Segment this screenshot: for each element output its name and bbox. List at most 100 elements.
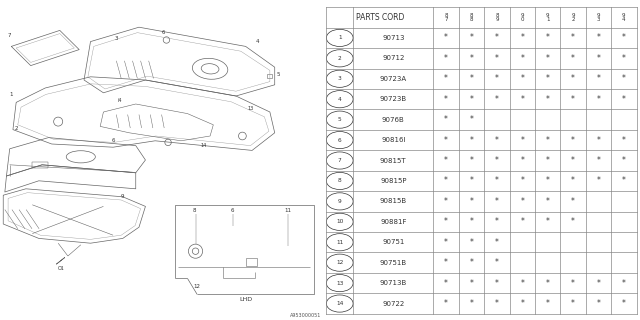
Text: 12: 12 [194, 284, 201, 289]
Text: *: * [470, 299, 474, 308]
Text: *: * [520, 74, 524, 83]
Text: *: * [444, 258, 448, 267]
Text: *: * [495, 33, 499, 42]
Text: 14: 14 [336, 301, 344, 306]
Text: *: * [546, 74, 550, 83]
Text: 90816I: 90816I [381, 137, 406, 143]
Text: *: * [520, 156, 524, 165]
Text: 9
3: 9 3 [596, 13, 600, 22]
Text: *: * [444, 217, 448, 226]
Text: *: * [444, 156, 448, 165]
Text: 90723A: 90723A [380, 76, 407, 82]
Text: *: * [495, 197, 499, 206]
Text: *: * [596, 54, 600, 63]
Text: 4: 4 [338, 97, 342, 102]
Text: *: * [622, 279, 626, 288]
Text: 6: 6 [161, 29, 165, 35]
Text: *: * [571, 54, 575, 63]
Text: *: * [622, 33, 626, 42]
Text: *: * [444, 115, 448, 124]
Text: 6: 6 [111, 138, 115, 143]
Text: *: * [622, 95, 626, 104]
Text: 7: 7 [338, 158, 342, 163]
Text: *: * [444, 197, 448, 206]
Text: 7: 7 [7, 33, 11, 38]
Text: *: * [596, 74, 600, 83]
Text: *: * [622, 176, 626, 186]
Text: 10: 10 [336, 219, 344, 224]
Text: *: * [520, 95, 524, 104]
Text: *: * [571, 74, 575, 83]
Text: 90815T: 90815T [380, 157, 406, 164]
Text: PARTS CORD: PARTS CORD [356, 13, 404, 22]
Text: *: * [546, 54, 550, 63]
Text: *: * [546, 136, 550, 145]
Text: *: * [444, 279, 448, 288]
Text: O1: O1 [58, 266, 65, 271]
Text: 90722: 90722 [382, 300, 404, 307]
Text: *: * [470, 33, 474, 42]
Text: *: * [596, 95, 600, 104]
Text: *: * [622, 74, 626, 83]
Text: *: * [546, 197, 550, 206]
Text: *: * [520, 197, 524, 206]
Text: i4: i4 [117, 98, 122, 103]
Text: 9: 9 [121, 194, 125, 199]
Text: 8: 8 [192, 208, 196, 213]
Text: 14: 14 [200, 143, 207, 148]
Text: 2: 2 [338, 56, 342, 61]
Text: *: * [470, 54, 474, 63]
Text: *: * [470, 279, 474, 288]
Text: *: * [444, 238, 448, 247]
Text: *: * [470, 95, 474, 104]
Text: *: * [444, 299, 448, 308]
Text: 90712: 90712 [382, 55, 404, 61]
Text: *: * [571, 176, 575, 186]
Text: 8
7: 8 7 [444, 13, 448, 22]
Text: *: * [546, 279, 550, 288]
Text: *: * [622, 299, 626, 308]
Text: 90751B: 90751B [380, 260, 407, 266]
Text: *: * [571, 217, 575, 226]
Text: *: * [470, 115, 474, 124]
Text: *: * [495, 95, 499, 104]
Text: *: * [495, 74, 499, 83]
Text: *: * [495, 136, 499, 145]
Text: *: * [470, 136, 474, 145]
Text: *: * [495, 299, 499, 308]
Text: 90815B: 90815B [380, 198, 407, 204]
Text: 13: 13 [336, 281, 344, 286]
Text: 90815P: 90815P [380, 178, 406, 184]
Text: *: * [520, 279, 524, 288]
Text: 8: 8 [338, 179, 342, 183]
Text: *: * [470, 156, 474, 165]
Text: *: * [495, 54, 499, 63]
Text: 3: 3 [338, 76, 342, 81]
Text: 11: 11 [336, 240, 343, 245]
Text: *: * [596, 136, 600, 145]
Text: 6: 6 [231, 208, 234, 213]
Text: 90713: 90713 [382, 35, 404, 41]
Text: 3: 3 [115, 36, 118, 41]
Bar [32, 162, 49, 168]
Text: *: * [520, 136, 524, 145]
Text: 2: 2 [15, 125, 18, 131]
Text: *: * [596, 176, 600, 186]
Text: *: * [622, 156, 626, 165]
Text: *: * [546, 95, 550, 104]
Text: *: * [470, 258, 474, 267]
Text: *: * [571, 197, 575, 206]
Text: *: * [571, 279, 575, 288]
Text: 5: 5 [338, 117, 342, 122]
Text: 12: 12 [336, 260, 344, 265]
Text: *: * [495, 279, 499, 288]
Text: 8
8: 8 8 [470, 13, 473, 22]
Text: *: * [596, 299, 600, 308]
Text: 11: 11 [284, 208, 291, 213]
Text: *: * [470, 197, 474, 206]
Text: *: * [546, 33, 550, 42]
Text: 1: 1 [10, 92, 13, 97]
Text: *: * [546, 176, 550, 186]
Text: 6: 6 [338, 138, 342, 143]
Text: 9: 9 [338, 199, 342, 204]
